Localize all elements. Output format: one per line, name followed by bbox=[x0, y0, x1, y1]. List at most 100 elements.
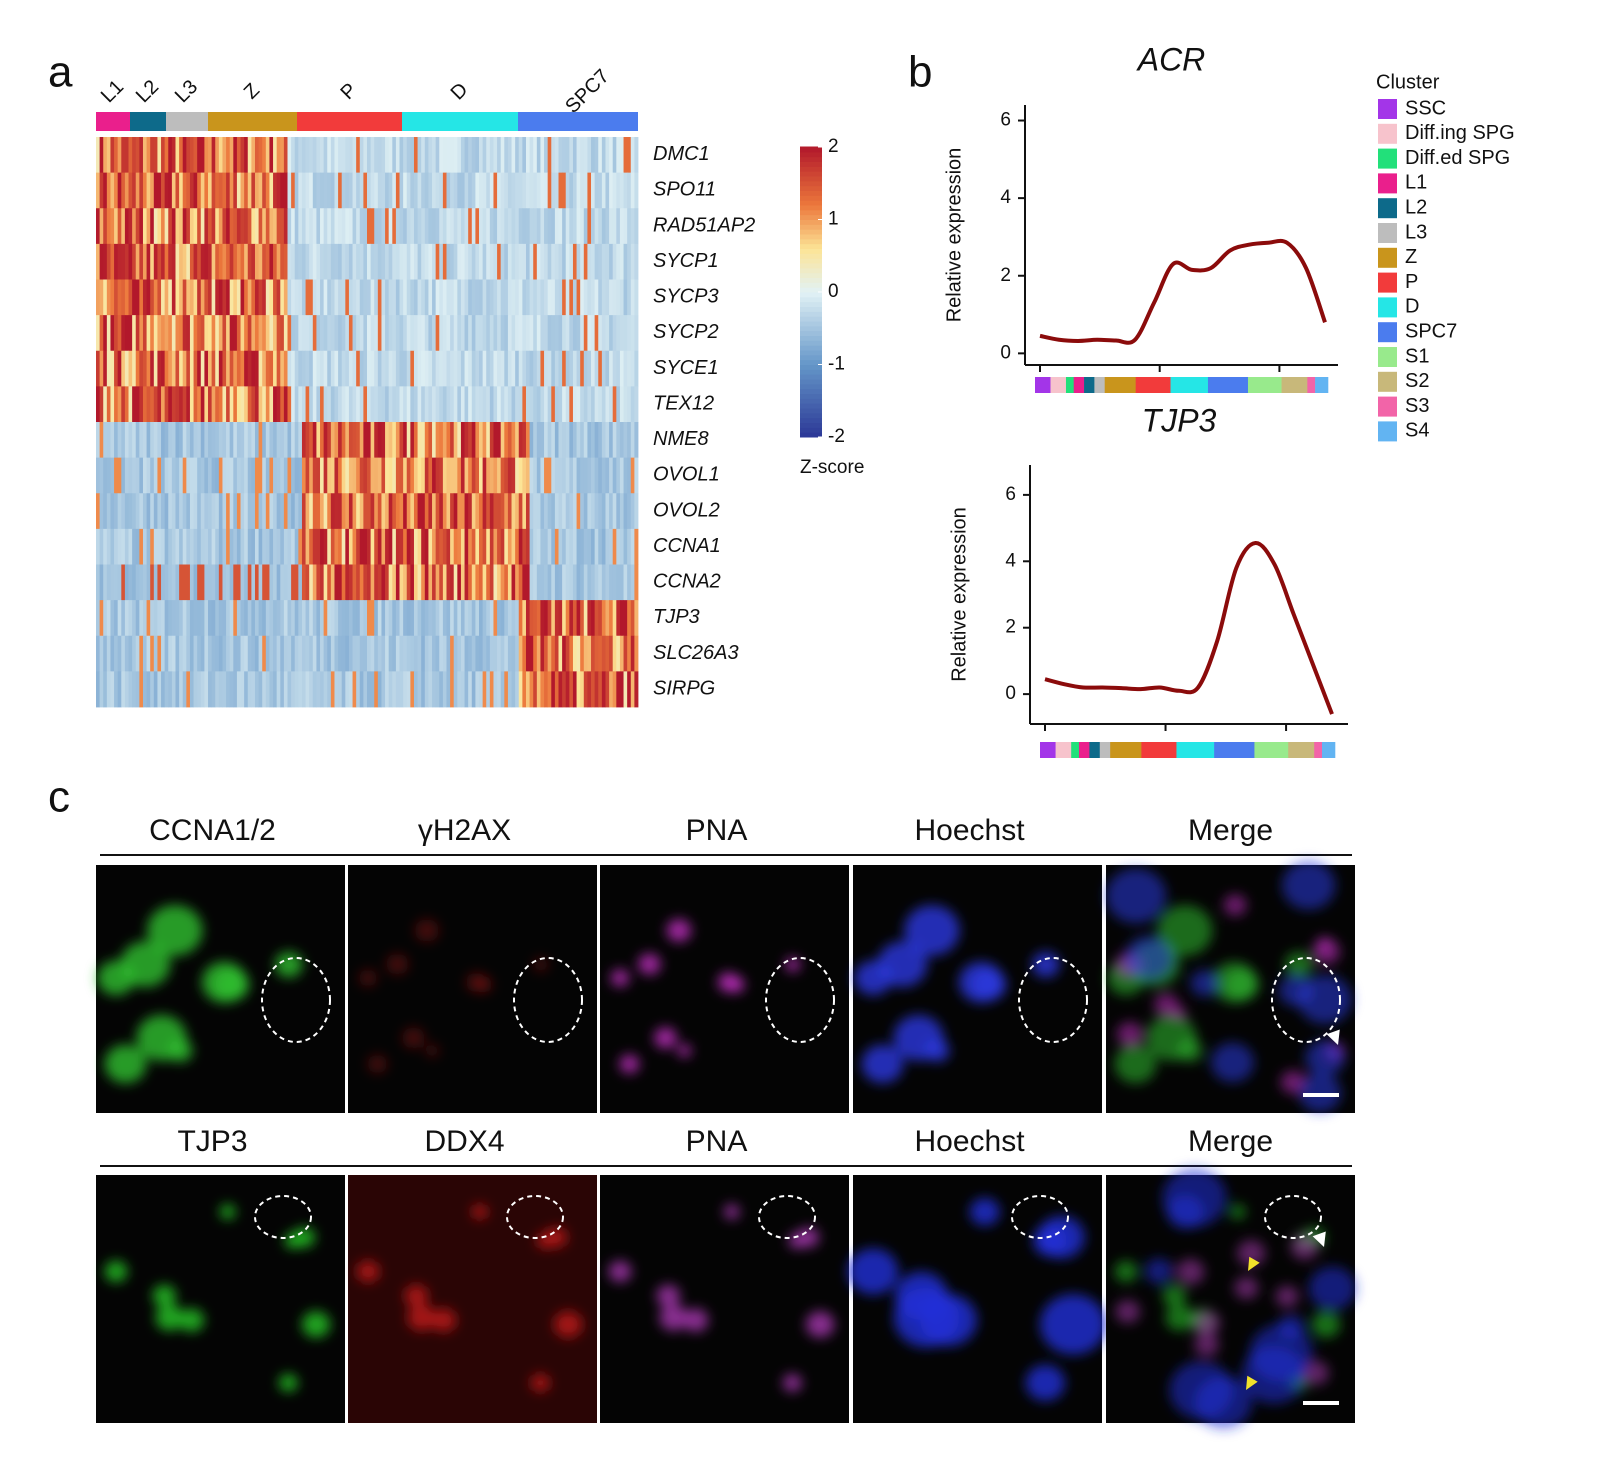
heatmap-cell bbox=[367, 600, 372, 637]
heatmap-cell bbox=[287, 671, 292, 708]
heatmap-cell bbox=[475, 350, 480, 387]
heatmap-cell bbox=[525, 493, 530, 530]
heatmap-cell bbox=[580, 528, 585, 565]
colorbar-tick-label: -2 bbox=[828, 426, 845, 447]
heatmap-cell bbox=[460, 208, 465, 245]
heatmap-cell bbox=[280, 208, 285, 245]
heatmap-cell bbox=[616, 315, 621, 352]
heatmap-cell bbox=[186, 671, 191, 708]
heatmap-cell bbox=[605, 208, 610, 245]
heatmap-cell bbox=[421, 493, 426, 530]
heatmap-cell bbox=[464, 172, 469, 209]
heatmap-cell bbox=[352, 172, 357, 209]
heatmap-cell bbox=[547, 564, 552, 601]
heatmap-cell bbox=[262, 493, 267, 530]
heatmap-cell bbox=[544, 600, 549, 637]
heatmap-cell bbox=[323, 243, 328, 280]
heatmap-cell bbox=[547, 635, 552, 672]
heatmap-cell bbox=[182, 386, 187, 423]
heatmap-cell bbox=[558, 315, 563, 352]
heatmap-cell bbox=[605, 564, 610, 601]
heatmap-cell bbox=[320, 457, 325, 494]
heatmap-cell bbox=[594, 137, 599, 174]
heatmap-cell bbox=[482, 457, 487, 494]
colorbar-step bbox=[800, 223, 822, 230]
heatmap-cell bbox=[233, 564, 238, 601]
cell-outline bbox=[765, 957, 835, 1043]
heatmap-cell bbox=[276, 422, 281, 459]
heatmap-cell bbox=[359, 635, 364, 672]
heatmap-cell bbox=[453, 422, 458, 459]
heatmap-cell bbox=[121, 671, 126, 708]
heatmap-cell bbox=[540, 671, 545, 708]
heatmap-cell bbox=[432, 600, 437, 637]
heatmap-cell bbox=[601, 528, 606, 565]
heatmap-cell bbox=[280, 315, 285, 352]
heatmap-cell bbox=[345, 671, 350, 708]
heatmap-cell bbox=[103, 386, 108, 423]
heatmap-cell bbox=[269, 493, 274, 530]
heatmap-cell bbox=[558, 635, 563, 672]
heatmap-cell bbox=[504, 350, 509, 387]
heatmap-cell bbox=[254, 528, 259, 565]
heatmap-cell bbox=[164, 386, 169, 423]
heatmap-cell bbox=[377, 564, 382, 601]
signal bbox=[854, 905, 1060, 1084]
heatmap-cell bbox=[587, 243, 592, 280]
heatmap-cell bbox=[168, 600, 173, 637]
heatmap-cell bbox=[522, 457, 527, 494]
heatmap-cell bbox=[247, 422, 252, 459]
heatmap-cell bbox=[222, 600, 227, 637]
heatmap-cell bbox=[200, 172, 205, 209]
heatmap-cell bbox=[540, 315, 545, 352]
cluster-strip bbox=[1073, 377, 1085, 393]
heatmap-cell bbox=[432, 243, 437, 280]
heatmap-cell bbox=[280, 243, 285, 280]
heatmap-cell bbox=[619, 315, 624, 352]
heatmap-cell bbox=[359, 137, 364, 174]
cell-signal bbox=[402, 1027, 425, 1049]
heatmap-cell bbox=[233, 528, 238, 565]
heatmap-cell bbox=[406, 457, 411, 494]
heatmap-cell bbox=[124, 172, 129, 209]
heatmap-cell bbox=[515, 243, 520, 280]
cluster-strip bbox=[1176, 742, 1215, 758]
heatmap-cell bbox=[128, 671, 133, 708]
heatmap-cell bbox=[424, 386, 429, 423]
heatmap-cell bbox=[330, 386, 335, 423]
heatmap-cell bbox=[96, 528, 101, 565]
heatmap-cell bbox=[305, 635, 310, 672]
heatmap-cell bbox=[370, 243, 375, 280]
heatmap-cell bbox=[583, 493, 588, 530]
heatmap-cell bbox=[341, 671, 346, 708]
heatmap-cell bbox=[323, 208, 328, 245]
heatmap-cell bbox=[262, 422, 267, 459]
heatmap-cell bbox=[142, 422, 147, 459]
heatmap-cell bbox=[287, 208, 292, 245]
heatmap-cell bbox=[500, 528, 505, 565]
heatmap-cell bbox=[533, 457, 538, 494]
heatmap-cell bbox=[634, 671, 639, 708]
heatmap-cell bbox=[457, 315, 462, 352]
heatmap-cell bbox=[121, 422, 126, 459]
heatmap-cell bbox=[305, 422, 310, 459]
heatmap-cell bbox=[395, 208, 400, 245]
heatmap-cell bbox=[583, 137, 588, 174]
heatmap-cell bbox=[399, 493, 404, 530]
heatmap-cell bbox=[327, 279, 332, 316]
heatmap-cell bbox=[533, 386, 538, 423]
heatmap-cell bbox=[218, 671, 223, 708]
heatmap-cell bbox=[497, 350, 502, 387]
heatmap-cell bbox=[432, 528, 437, 565]
heatmap-cell bbox=[327, 671, 332, 708]
heatmap-cell bbox=[363, 172, 368, 209]
heatmap-cell bbox=[280, 671, 285, 708]
heatmap-cell bbox=[468, 279, 473, 316]
cell-signal bbox=[1234, 1276, 1259, 1300]
heatmap-cell bbox=[471, 137, 476, 174]
heatmap-cell bbox=[403, 386, 408, 423]
heatmap-cell bbox=[374, 564, 379, 601]
heatmap-cell bbox=[132, 315, 137, 352]
heatmap-cell bbox=[287, 422, 292, 459]
heatmap-cell bbox=[312, 564, 317, 601]
